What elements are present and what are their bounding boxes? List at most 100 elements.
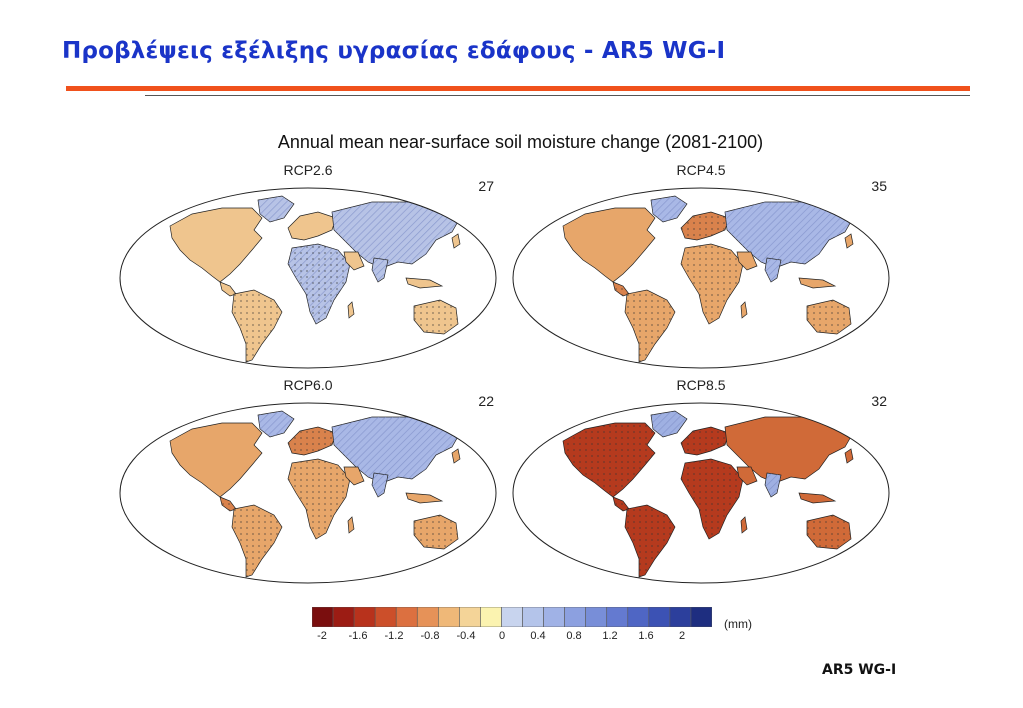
stippling-central-america: [220, 497, 236, 511]
stippling-north-america: [563, 423, 655, 497]
colorbar-tick-label: -0.4: [456, 630, 476, 642]
landmass-japan: [451, 448, 461, 464]
landmass-indonesia: [405, 492, 444, 504]
slide-title: Προβλέψεις εξέλιξης υγρασίας εδάφους - A…: [62, 38, 726, 64]
map-frame: [512, 187, 890, 369]
colorbar-segment: [522, 607, 544, 627]
colorbar-segment: [459, 607, 481, 627]
figure-title: Annual mean near-surface soil moisture c…: [277, 132, 764, 152]
landmass-japan: [844, 233, 854, 249]
colorbar-tick-label: 0.8: [566, 630, 582, 642]
colorbar-segment: [416, 607, 439, 627]
landmass-north-america: [169, 207, 263, 283]
stippling-australia: [807, 515, 851, 549]
map-panel-rcp85: RCP8.5 32: [505, 377, 897, 587]
panel-label: RCP4.5: [676, 162, 726, 178]
panel-model-count: 32: [871, 393, 887, 409]
colorbar-tick-label: -1.2: [384, 630, 404, 642]
stippling-central-america: [613, 282, 629, 296]
stippling-europe: [288, 427, 336, 455]
landmass-north-america: [562, 207, 656, 283]
map-frame: [119, 402, 497, 584]
hatching-india: [765, 473, 781, 497]
colorbar-segment: [690, 607, 712, 627]
colorbar-segment: [606, 607, 629, 627]
landmass-indonesia: [405, 277, 444, 289]
hatching-asia: [332, 417, 460, 483]
stippling-south-america: [232, 290, 282, 362]
colorbar-tick-label: -2: [317, 630, 327, 642]
landmass-arabia: [343, 251, 365, 271]
colorbar-unit: (mm): [724, 617, 752, 631]
landmass-indonesia: [798, 492, 837, 504]
hatching-india: [372, 473, 388, 497]
panel-label: RCP2.6: [283, 162, 333, 178]
colorbar-segment: [564, 607, 586, 627]
stippling-africa: [288, 459, 350, 539]
colorbar-tick-label: 1.6: [638, 630, 654, 642]
stippling-africa: [288, 244, 350, 324]
colorbar-segment: [312, 607, 334, 627]
stippling-central-america: [613, 497, 629, 511]
stippling-australia: [414, 300, 458, 334]
landmass-arabia: [736, 466, 758, 486]
hatching-greenland: [651, 411, 687, 437]
colorbar-tick-label: 1.2: [602, 630, 618, 642]
colorbar-tick-label: -0.8: [420, 630, 440, 642]
colorbar-segment: [374, 607, 397, 627]
panel-label: RCP8.5: [676, 377, 726, 393]
landmass-japan: [451, 233, 461, 249]
hatching-india: [372, 258, 388, 282]
stippling-europe: [681, 427, 729, 455]
map-frame: [119, 187, 497, 369]
source-label: AR5 WG-I: [822, 662, 897, 678]
hatching-greenland: [651, 196, 687, 222]
colorbar-segment: [627, 607, 650, 627]
stippling-africa: [681, 459, 743, 539]
colorbar-tick-label: 0.4: [530, 630, 546, 642]
map-frame: [512, 402, 890, 584]
hatching-greenland: [258, 411, 294, 437]
panel-model-count: 35: [871, 178, 887, 194]
colorbar-segment: [543, 607, 565, 627]
map-panel-rcp45: RCP4.5 35: [505, 162, 897, 372]
map-panel-rcp26: RCP2.6 27: [112, 162, 504, 372]
hatching-greenland: [258, 196, 294, 222]
stippling-south-america: [625, 505, 675, 577]
hatching-india: [765, 258, 781, 282]
stippling-europe: [681, 212, 729, 240]
panel-model-count: 27: [478, 178, 494, 194]
world-map: [119, 402, 497, 584]
landmass-indonesia: [798, 277, 837, 289]
colorbar-segment: [332, 607, 355, 627]
world-map: [119, 187, 497, 369]
stippling-australia: [807, 300, 851, 334]
landmass-central-america: [219, 281, 237, 297]
colorbar-tick-label: -1.6: [348, 630, 368, 642]
landmass-madagascar: [347, 301, 355, 319]
title-underline-orange: [66, 86, 970, 91]
landmass-madagascar: [740, 301, 748, 319]
hatching-asia: [725, 202, 853, 268]
stippling-africa: [681, 244, 743, 324]
world-map: [512, 402, 890, 584]
colorbar-tick-label: 0: [498, 630, 506, 642]
colorbar-tick-label: 2: [678, 630, 686, 642]
landmass-madagascar: [347, 516, 355, 534]
landmass-arabia: [736, 251, 758, 271]
landmass-north-america: [169, 422, 263, 498]
landmass-japan: [844, 448, 854, 464]
colorbar: [312, 607, 712, 627]
landmass-arabia: [343, 466, 365, 486]
panel-model-count: 22: [478, 393, 494, 409]
colorbar-segment: [501, 607, 523, 627]
stippling-south-america: [232, 505, 282, 577]
colorbar-segment: [480, 607, 502, 627]
stippling-australia: [414, 515, 458, 549]
panel-label: RCP6.0: [283, 377, 333, 393]
stippling-south-america: [625, 290, 675, 362]
map-panel-rcp60: RCP6.0 22: [112, 377, 504, 587]
landmass-madagascar: [740, 516, 748, 534]
colorbar-segment: [438, 607, 460, 627]
colorbar-segment: [648, 607, 671, 627]
